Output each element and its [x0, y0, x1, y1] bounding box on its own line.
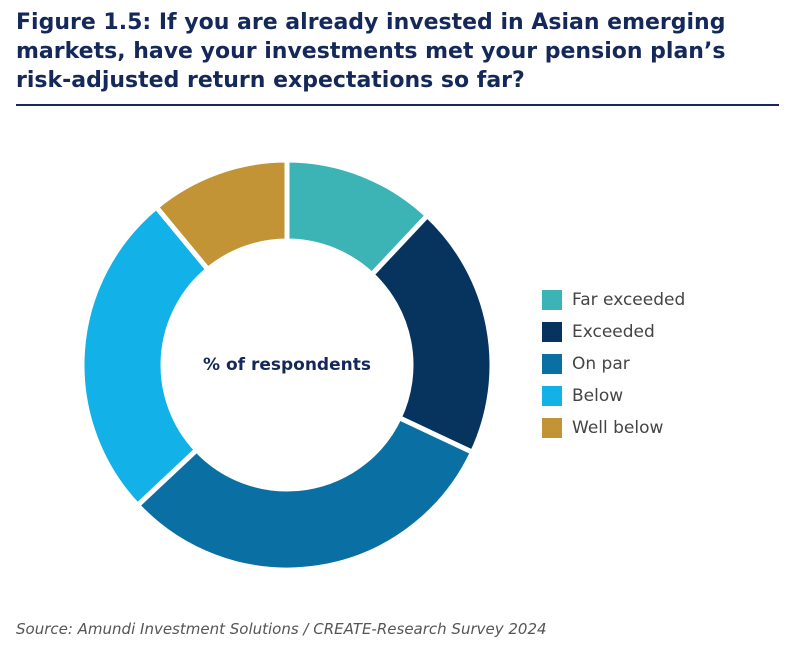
center-label: % of respondents	[203, 355, 371, 375]
legend-label: Far exceeded	[572, 290, 685, 310]
legend-swatch	[542, 418, 562, 438]
donut-slice	[152, 157, 290, 273]
donut-slice	[79, 203, 212, 509]
legend-swatch	[542, 386, 562, 406]
chart-title: Figure 1.5: If you are already invested …	[16, 10, 726, 93]
legend-label: Below	[572, 386, 623, 406]
legend-swatch	[542, 354, 562, 374]
title-rule	[16, 104, 779, 106]
chart: % of respondents Far exceeded Exceeded On …	[79, 157, 685, 573]
donut-slice	[134, 414, 476, 573]
source: Source: Amundi Investment Solutions / CR…	[16, 620, 547, 638]
legend-label: On par	[572, 354, 630, 374]
legend-label: Well below	[572, 418, 663, 438]
legend-swatch	[542, 322, 562, 342]
legend-swatch	[542, 290, 562, 310]
donut-slice	[368, 212, 495, 456]
legend-label: Exceeded	[572, 322, 655, 342]
